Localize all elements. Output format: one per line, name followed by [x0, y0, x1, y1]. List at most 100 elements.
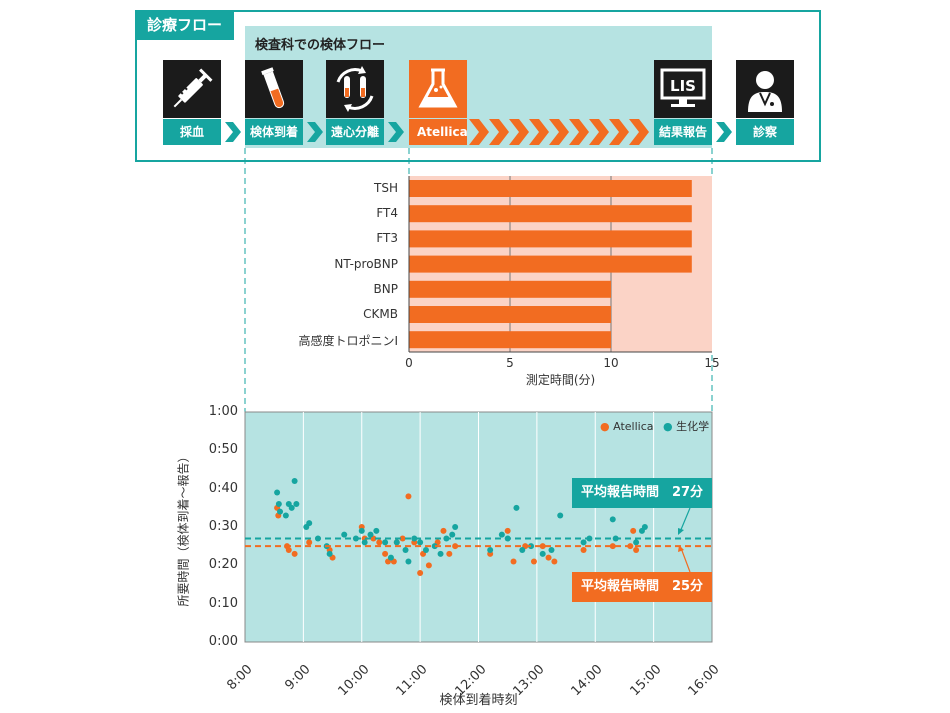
- scatter-point-biochem: [402, 547, 409, 553]
- scatter-point-biochem: [548, 547, 555, 553]
- scatter-point-biochem: [275, 501, 282, 507]
- bar-2: [409, 230, 692, 248]
- step-label-consultation: 診察: [736, 119, 794, 145]
- scatter-ytick-label: 0:10: [208, 595, 238, 611]
- arrow-icon: [716, 122, 732, 142]
- scatter-point-atellica: [633, 547, 640, 553]
- scatter-point-atellica: [382, 550, 389, 557]
- scatter-point-atellica: [545, 554, 552, 561]
- bar-4: [409, 280, 611, 298]
- scatter-point-biochem: [291, 478, 298, 484]
- flow-frame: [135, 10, 821, 162]
- scatter-ytick-label: 0:20: [208, 557, 238, 573]
- scatter-point-biochem: [306, 520, 313, 527]
- bar-1: [409, 205, 692, 223]
- scatter-point-biochem: [417, 539, 424, 546]
- scatter-ytick-label: 0:40: [208, 480, 238, 496]
- step-label-report: 結果報告: [654, 119, 712, 145]
- scatter-point-biochem: [519, 547, 526, 553]
- scatter-point-atellica: [609, 543, 616, 550]
- scatter-point-atellica: [504, 527, 511, 534]
- bar-chart-xlabel: 測定時間(分): [525, 373, 596, 387]
- scatter-point-atellica: [285, 547, 292, 553]
- scatter-point-biochem: [367, 531, 374, 538]
- arrow-icon: [388, 122, 404, 142]
- scatter-point-atellica: [551, 558, 558, 565]
- flask-icon: [409, 60, 467, 118]
- mean-label-atellica: 平均報告時間 25分: [572, 572, 712, 602]
- scatter-point-atellica: [539, 543, 546, 550]
- bar-category-label: FT4: [376, 206, 398, 221]
- step-label-blood-draw: 採血: [163, 119, 221, 145]
- bar-category-label: FT3: [376, 231, 398, 246]
- scatter-ytick-label: 0:30: [208, 519, 238, 534]
- bar-3: [409, 255, 692, 273]
- legend-atellica-marker: ●: [600, 420, 610, 433]
- scatter-point-biochem: [449, 531, 456, 538]
- scatter-point-atellica: [306, 539, 313, 546]
- scatter-point-biochem: [641, 524, 648, 530]
- scatter-point-biochem: [405, 558, 412, 565]
- lab-flow-title: 検査科での検体フロー: [255, 38, 386, 53]
- scatter-point-atellica: [291, 550, 298, 557]
- bar-xtick-label: 0: [405, 356, 413, 370]
- scatter-point-biochem: [382, 539, 389, 546]
- doctor-icon: [736, 60, 794, 118]
- scatter-point-biochem: [487, 547, 494, 553]
- scatter-point-atellica: [405, 493, 412, 500]
- bar-xtick-label: 5: [506, 356, 514, 370]
- scatter-point-biochem: [361, 539, 368, 546]
- bar-xtick-label: 10: [603, 356, 619, 370]
- scatter-ytick-label: 0:00: [208, 634, 238, 649]
- scatter-point-biochem: [411, 535, 418, 542]
- scatter-point-biochem: [528, 543, 535, 550]
- scatter-point-atellica: [399, 535, 406, 542]
- lis-monitor-icon: LIS: [654, 60, 712, 118]
- scatter-ytick-label: 1:00: [208, 404, 238, 419]
- scatter-point-atellica: [417, 570, 424, 576]
- scatter-point-biochem: [288, 504, 295, 511]
- syringe-icon: [163, 60, 221, 118]
- scatter-point-atellica: [425, 562, 432, 569]
- bar-category-label: 高感度トロポニンI: [298, 334, 398, 349]
- legend-atellica-label: Atellica: [613, 420, 654, 433]
- bar-category-label: CKMB: [363, 307, 398, 321]
- scatter-point-biochem: [633, 539, 640, 546]
- scatter-ytick-label: 0:50: [208, 442, 238, 458]
- scatter-point-biochem: [609, 516, 616, 523]
- scatter-point-biochem: [557, 512, 564, 519]
- scatter-point-biochem: [539, 550, 546, 557]
- scatter-point-biochem: [282, 512, 289, 519]
- step-label-atellica: Atellica: [409, 119, 468, 145]
- scatter-point-biochem: [437, 550, 444, 557]
- scatter-point-atellica: [376, 539, 383, 546]
- scatter-xlabel: 検体到着時刻: [439, 693, 518, 708]
- scatter-point-biochem: [341, 531, 348, 538]
- scatter-point-biochem: [498, 531, 505, 538]
- scatter-point-biochem: [580, 539, 587, 546]
- scatter-point-atellica: [510, 558, 517, 565]
- scatter-point-atellica: [440, 527, 447, 534]
- scatter-point-biochem: [373, 527, 380, 534]
- step-label-centrifuge: 遠心分離: [326, 119, 384, 145]
- bar-6: [409, 331, 611, 349]
- scatter-point-biochem: [513, 504, 520, 511]
- legend-biochem-label: 生化学: [676, 420, 710, 433]
- legend-biochem-marker: ●: [662, 420, 673, 433]
- scatter-legend: ● Atellica ● 生化学: [600, 418, 709, 434]
- arrow-icon: [307, 122, 323, 142]
- test-tube-icon: [245, 60, 303, 118]
- bar-category-label: NT-proBNP: [334, 256, 398, 271]
- bar-5: [409, 306, 611, 323]
- bar-0: [409, 180, 692, 197]
- scatter-point-biochem: [422, 547, 429, 553]
- scatter-point-biochem: [393, 539, 400, 546]
- scatter-point-atellica: [580, 547, 587, 553]
- scatter-point-atellica: [446, 550, 453, 557]
- scatter-point-biochem: [274, 489, 281, 496]
- bar-category-label: BNP: [373, 281, 398, 296]
- step-label-sample-arrival: 検体到着: [245, 119, 303, 145]
